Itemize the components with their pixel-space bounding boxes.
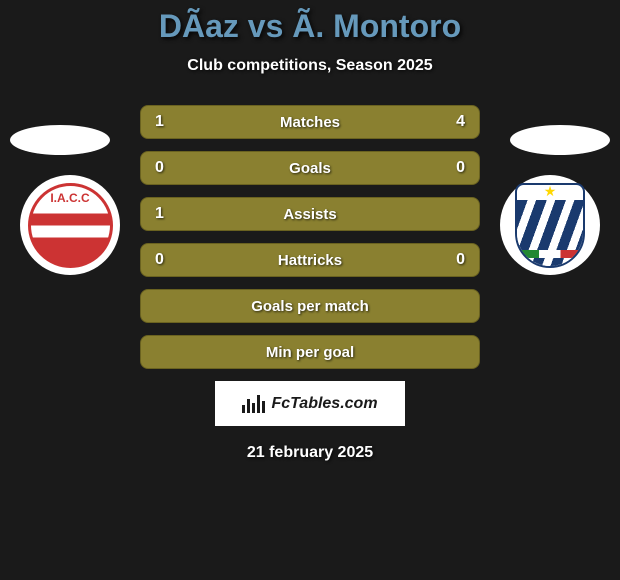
stat-bar-goals-per-match: Goals per match [140, 289, 480, 323]
stat-value-left: 1 [155, 205, 175, 223]
star-icon: ★ [544, 183, 557, 200]
date-label: 21 february 2025 [0, 444, 620, 462]
stat-bar-min-per-goal: Min per goal [140, 335, 480, 369]
left-ellipse [10, 125, 110, 155]
left-badge-text: I.A.C.C [31, 191, 110, 205]
stat-label: Goals [289, 160, 331, 177]
stat-bar-goals: 0 Goals 0 [140, 151, 480, 185]
stat-value-left: 1 [155, 113, 175, 131]
right-badge-band [517, 250, 583, 258]
right-team-badge: ★ [500, 175, 600, 275]
stat-bar-matches: 1 Matches 4 [140, 105, 480, 139]
stat-value-left: 0 [155, 251, 175, 269]
comparison-subtitle: Club competitions, Season 2025 [0, 57, 620, 75]
stat-label: Min per goal [266, 344, 354, 361]
stat-label: Assists [283, 206, 336, 223]
branding-box: FcTables.com [215, 381, 405, 426]
stat-value-left: 0 [155, 159, 175, 177]
comparison-title: DÃ­az vs Ã. Montoro [0, 8, 620, 45]
stat-value-right: 4 [445, 113, 465, 131]
stat-value-right: 0 [445, 251, 465, 269]
stat-bar-assists: 1 Assists [140, 197, 480, 231]
stat-label: Hattricks [278, 252, 342, 269]
bar-chart-icon [242, 395, 265, 413]
right-ellipse [510, 125, 610, 155]
stat-label: Matches [280, 114, 340, 131]
right-badge-shield: ★ [515, 183, 585, 268]
left-badge-shield: I.A.C.C [28, 183, 113, 268]
stat-label: Goals per match [251, 298, 369, 315]
stats-section: 1 Matches 4 0 Goals 0 1 Assists 0 Hattri… [140, 105, 480, 369]
infographic-container: DÃ­az vs Ã. Montoro Club competitions, S… [0, 0, 620, 580]
stat-bar-hattricks: 0 Hattricks 0 [140, 243, 480, 277]
stat-value-right: 0 [445, 159, 465, 177]
branding-text: FcTables.com [271, 395, 377, 413]
left-team-badge: I.A.C.C [20, 175, 120, 275]
